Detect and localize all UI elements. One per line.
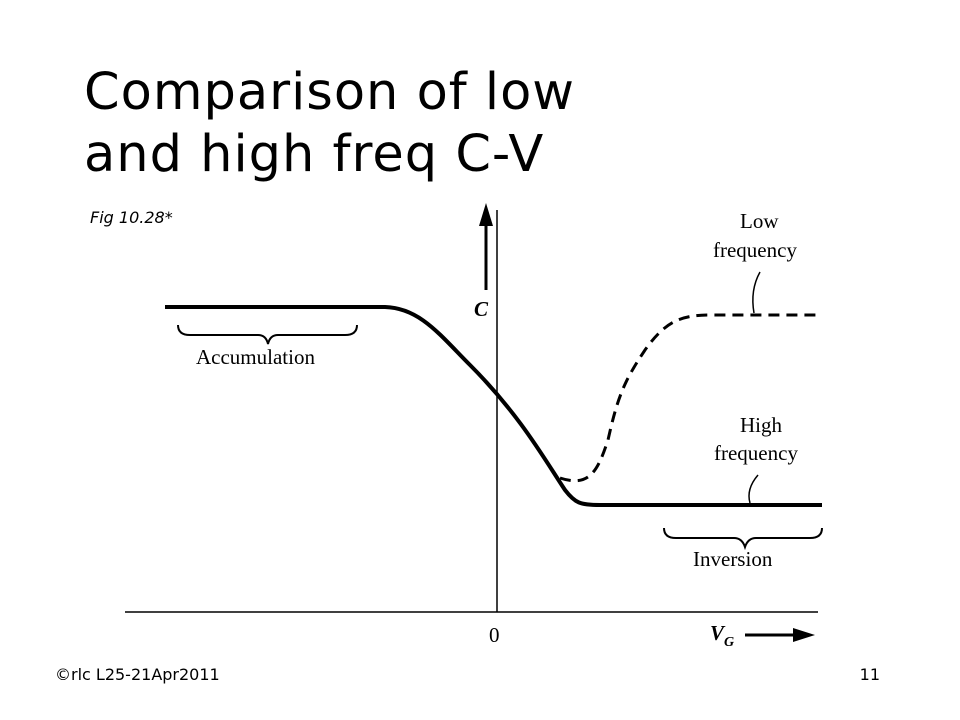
low-frequency-label-line2: frequency — [713, 238, 797, 262]
low-frequency-label-line1: Low — [740, 209, 779, 233]
high-frequency-label-line1: High — [740, 413, 783, 437]
slide-title: Comparison of low and high freq C-V — [84, 62, 575, 186]
inversion-label: Inversion — [693, 547, 773, 571]
vg-axis-label-subscript: G — [724, 635, 734, 650]
c-axis-label: C — [474, 297, 489, 321]
figure-reference: Fig 10.28* — [90, 208, 173, 227]
page-number: 11 — [859, 665, 880, 684]
high-frequency-curve — [165, 305, 822, 507]
vg-arrow-head — [793, 628, 815, 642]
title-line-1: Comparison of low — [84, 63, 576, 122]
low-frequency-leader — [752, 271, 761, 314]
title-line-2: and high freq C-V — [84, 125, 545, 184]
c-arrow-head — [479, 203, 493, 226]
vg-axis-label-main: V — [710, 621, 726, 645]
accumulation-brace — [177, 324, 358, 345]
vg-axis-label: VG — [710, 621, 734, 650]
inversion-brace — [663, 527, 823, 551]
origin-label: 0 — [489, 623, 500, 647]
high-frequency-label-line2: frequency — [714, 441, 798, 465]
footer-copyright: ©rlc L25-21Apr2011 — [55, 665, 220, 684]
high-frequency-leader — [748, 474, 759, 504]
accumulation-label: Accumulation — [196, 345, 315, 369]
